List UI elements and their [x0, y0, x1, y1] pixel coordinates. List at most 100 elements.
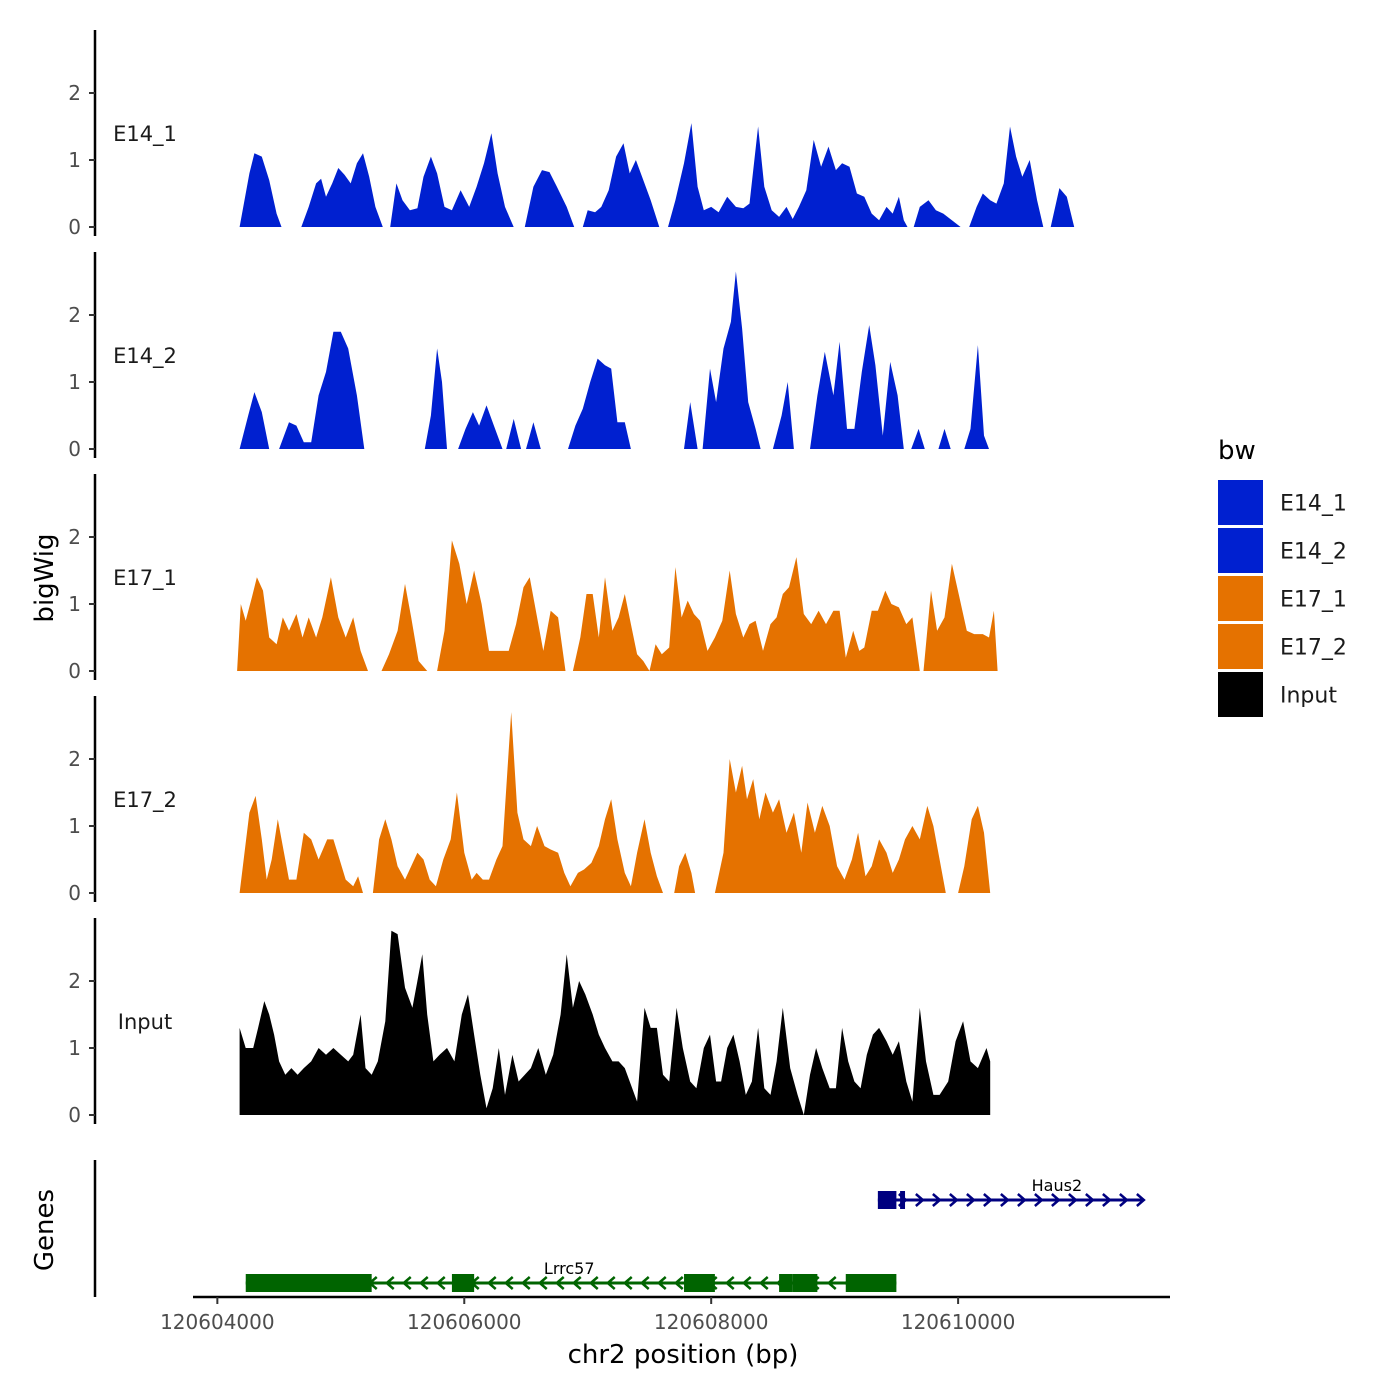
legend-swatch-e17_2: [1218, 624, 1263, 669]
y-tick-label: 0: [68, 659, 81, 683]
track-label-e14_1: E14_1: [113, 122, 177, 147]
gene-exon: [245, 1274, 372, 1292]
strand-chevron: [639, 1276, 650, 1290]
strand-chevron: [418, 1276, 429, 1290]
x-tick-label: 120606000: [407, 1310, 522, 1334]
strand-chevron: [1017, 1193, 1027, 1207]
legend-swatch-input: [1218, 672, 1263, 717]
strand-chevron: [741, 1276, 752, 1290]
x-axis: 120604000 120606000 120608000 120610000: [160, 1295, 1170, 1334]
strand-chevron: [588, 1276, 599, 1290]
strand-chevron: [503, 1276, 514, 1290]
strand-chevron: [622, 1276, 633, 1290]
gene-label-lrrc57: Lrrc57: [544, 1259, 595, 1278]
y-tick-label: 2: [68, 525, 81, 549]
strand-chevron: [1102, 1193, 1112, 1207]
strand-chevron: [486, 1276, 497, 1290]
y-tick-label: 0: [68, 437, 81, 461]
signal-area-e14_1: [239, 123, 1075, 227]
strand-chevron: [673, 1276, 684, 1290]
y-tick-label: 1: [68, 370, 81, 394]
y-tick-label: 2: [68, 81, 81, 105]
y-tick-label: 2: [68, 747, 81, 771]
strand-chevron: [724, 1276, 735, 1290]
gene-exon: [451, 1274, 475, 1292]
strand-chevron: [554, 1276, 565, 1290]
strand-chevron: [656, 1276, 667, 1290]
track-panel-e17_1: 0 1 2 E17_1: [68, 474, 998, 683]
track-panel-e14_2: 0 1 2 E14_2: [68, 252, 990, 461]
legend-title: bw: [1218, 436, 1256, 466]
strand-chevron: [537, 1276, 548, 1290]
strand-chevron: [571, 1276, 582, 1290]
strand-chevron: [520, 1276, 531, 1290]
gene-haus2: Haus2: [877, 1176, 1146, 1209]
strand-chevron: [1068, 1193, 1078, 1207]
legend-swatch-e14_2: [1218, 528, 1263, 573]
strand-chevron: [1119, 1193, 1129, 1207]
strand-chevron: [915, 1193, 925, 1207]
x-tick-label: 120610000: [901, 1310, 1016, 1334]
y-tick-label: 1: [68, 148, 81, 172]
track-panel-e14_1: 0 1 2 E14_1: [68, 30, 1075, 239]
track-label-e17_2: E17_2: [113, 788, 177, 813]
gene-lrrc57: Lrrc57: [245, 1259, 897, 1292]
strand-chevron: [966, 1193, 976, 1207]
y-tick-label: 2: [68, 969, 81, 993]
legend-label-input: Input: [1280, 684, 1337, 709]
y-tick-label: 1: [68, 814, 81, 838]
track-label-input: Input: [118, 1010, 172, 1034]
legend-label-e17_2: E17_2: [1280, 636, 1347, 661]
track-panel-input: 0 1 2 Input: [68, 918, 991, 1127]
strand-chevron: [384, 1276, 395, 1290]
track-panels: 0 1 2 E14_1 0 1 2 E14_2 0 1 2 E17_1 0 1 2 E17_2 0 1 2 Input: [68, 30, 1075, 1127]
strand-chevron: [435, 1276, 446, 1290]
x-tick-label: 120608000: [654, 1310, 769, 1334]
y-axis-title: bigWig: [30, 533, 60, 622]
track-label-e17_1: E17_1: [113, 566, 177, 591]
strand-chevron: [758, 1276, 769, 1290]
strand-chevron: [1136, 1193, 1146, 1207]
strand-chevron: [949, 1193, 959, 1207]
signal-area-e14_2: [239, 271, 990, 449]
legend-label-e14_2: E14_2: [1280, 540, 1347, 565]
strand-chevron: [401, 1276, 412, 1290]
x-axis-title: chr2 position (bp): [568, 1340, 799, 1370]
y-tick-label: 2: [68, 303, 81, 327]
strand-chevron: [826, 1276, 837, 1290]
gene-exon: [900, 1191, 906, 1209]
y-tick-label: 0: [68, 881, 81, 905]
strand-chevron: [932, 1193, 942, 1207]
signal-area-e17_2: [239, 712, 991, 893]
gene-label-haus2: Haus2: [1032, 1176, 1083, 1195]
legend-swatch-e14_1: [1218, 480, 1263, 525]
track-label-e14_2: E14_2: [113, 344, 177, 369]
legend-swatch-e17_1: [1218, 576, 1263, 621]
gene-exon: [845, 1274, 897, 1292]
strand-chevron: [1051, 1193, 1061, 1207]
y-tick-label: 1: [68, 592, 81, 616]
gene-exon: [779, 1274, 793, 1292]
strand-chevron: [605, 1276, 616, 1290]
x-tick-label: 120604000: [160, 1310, 275, 1334]
strand-chevron: [983, 1193, 993, 1207]
y-tick-label: 0: [68, 1103, 81, 1127]
strand-chevron: [1085, 1193, 1095, 1207]
gene-exon: [792, 1274, 818, 1292]
signal-area-input: [239, 930, 991, 1115]
gene-track: Haus2 Lrrc57: [93, 1160, 1146, 1297]
y-tick-label: 0: [68, 215, 81, 239]
gene-exon: [684, 1274, 715, 1292]
legend-label-e17_1: E17_1: [1280, 588, 1347, 613]
signal-area-e17_1: [237, 540, 998, 671]
gene-exon: [877, 1191, 897, 1209]
legend-label-e14_1: E14_1: [1280, 492, 1347, 517]
y-tick-label: 1: [68, 1036, 81, 1060]
strand-chevron: [1000, 1193, 1010, 1207]
legend: bw E14_1 E14_2 E17_1 E17_2 Input: [1218, 436, 1347, 717]
track-panel-e17_2: 0 1 2 E17_2: [68, 696, 991, 905]
strand-chevron: [1034, 1193, 1044, 1207]
genes-axis-title: Genes: [30, 1189, 60, 1271]
